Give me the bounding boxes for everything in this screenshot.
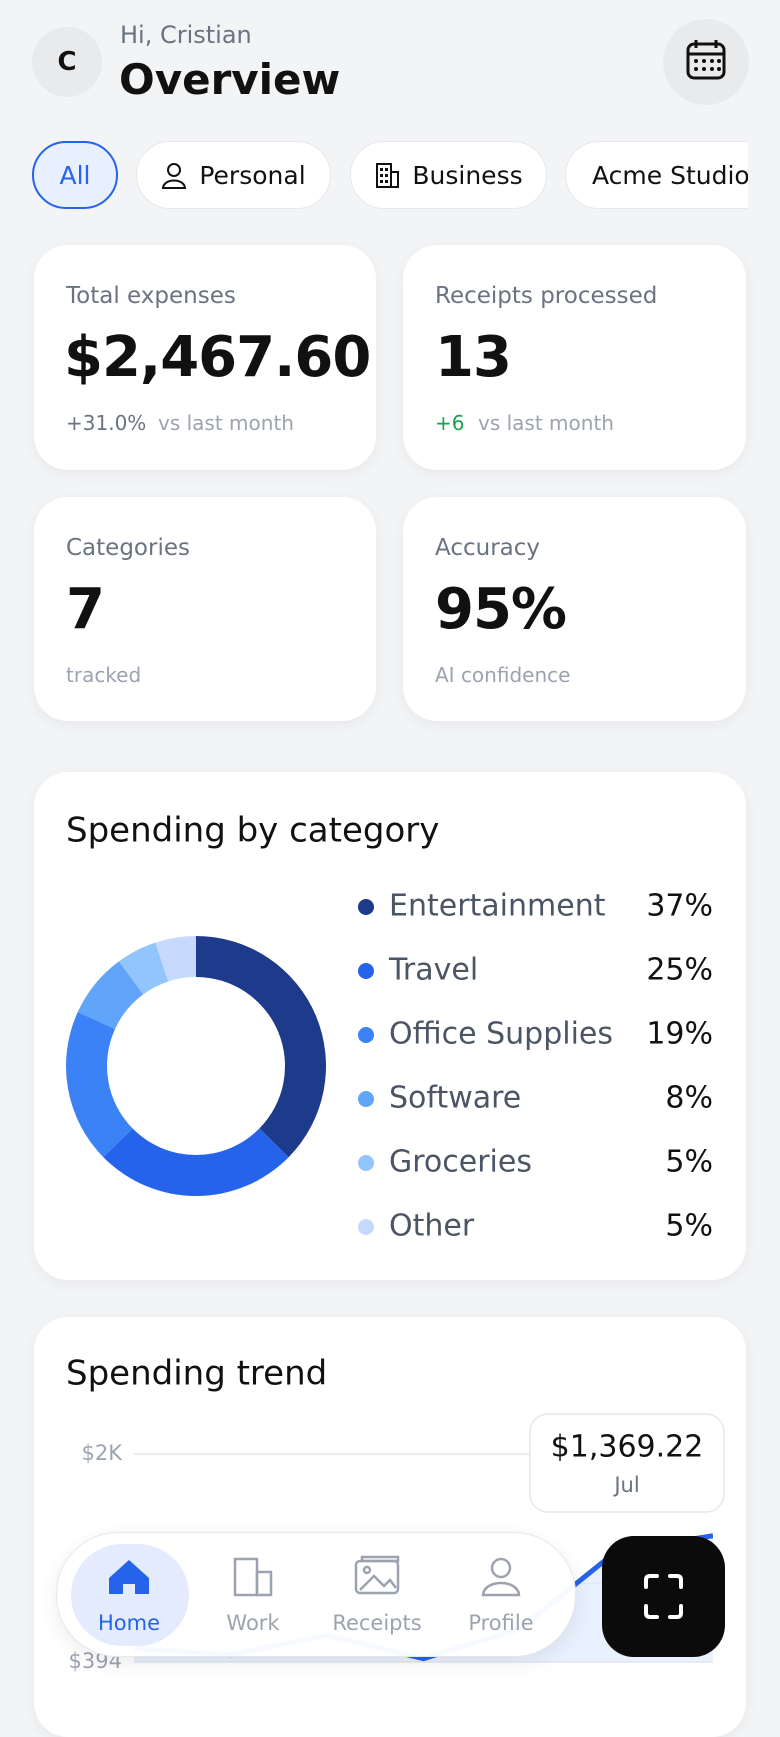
- tooltip-box: [529, 1413, 725, 1513]
- stat-note: vs last month: [478, 411, 614, 435]
- stat-label: Receipts processed: [435, 283, 658, 309]
- legend-dot: [358, 963, 374, 979]
- donut-segment: [155, 936, 196, 982]
- stat-card: Total expenses $2,467.60 +31.0% vs last …: [34, 245, 376, 470]
- page: C Hi, Cristian Overview All Personal Bus…: [32, 19, 750, 1737]
- stat-note: vs last month: [158, 411, 294, 435]
- stat-note: tracked: [66, 663, 142, 687]
- donut-segment: [103, 1128, 289, 1196]
- legend-dot: [358, 899, 374, 915]
- profile-icon: [481, 1557, 521, 1597]
- chart-title: Spending by category: [66, 811, 439, 851]
- legend-label: Office Supplies: [389, 1017, 613, 1052]
- line-area: [134, 1535, 713, 1662]
- nav-home[interactable]: Home: [98, 1560, 160, 1635]
- tooltip-value: $1,369.22: [551, 1430, 704, 1465]
- stat-value: $2,467.60: [64, 325, 371, 390]
- filter-chip[interactable]: Acme Studio: [565, 141, 750, 209]
- legend-value: 5%: [665, 1209, 713, 1244]
- trend-card: [34, 1317, 746, 1737]
- filter-label: Business: [412, 160, 523, 190]
- calendar-button[interactable]: [663, 19, 749, 105]
- legend-label: Other: [389, 1209, 475, 1244]
- scan-bg: [602, 1536, 725, 1657]
- stat-label: Accuracy: [435, 535, 541, 561]
- stat-value: 95%: [435, 577, 567, 642]
- legend-value: 37%: [646, 889, 713, 924]
- nav-items: Home Work Receipts Profile: [98, 1536, 725, 1657]
- stat-label: Categories: [66, 535, 190, 561]
- donut-segment: [65, 1011, 133, 1158]
- legend-value: 5%: [665, 1145, 713, 1180]
- nav-profile[interactable]: Profile: [468, 1557, 534, 1635]
- legend-value: 19%: [646, 1017, 713, 1052]
- nav-label: Home: [98, 1611, 160, 1635]
- legend-value: 8%: [665, 1081, 713, 1116]
- stat-note: AI confidence: [435, 663, 571, 687]
- avatar[interactable]: C: [32, 27, 102, 97]
- filter-chip[interactable]: Business: [350, 141, 547, 209]
- greeting: Hi, Cristian: [120, 21, 252, 49]
- legend-dot: [358, 1027, 374, 1043]
- donut-segment: [196, 936, 327, 1158]
- donut-card: [34, 772, 746, 1280]
- work-icon: [233, 1557, 273, 1597]
- donut-segment: [77, 961, 144, 1030]
- nav-label: Receipts: [332, 1611, 421, 1635]
- filter-chip[interactable]: All: [32, 141, 118, 209]
- tooltip-label: Jul: [612, 1473, 639, 1497]
- page-title: Overview: [119, 55, 341, 104]
- stat-value: 7: [66, 577, 105, 642]
- legend-dot: [358, 1155, 374, 1171]
- y-tick-label: $2K: [82, 1441, 124, 1465]
- nav-label: Profile: [468, 1611, 533, 1635]
- legend-label: Software: [389, 1081, 521, 1116]
- legend-dot: [358, 1091, 374, 1107]
- legend-label: Groceries: [389, 1145, 532, 1180]
- scan-icon: [644, 1574, 683, 1619]
- stat-card: Accuracy 95% AI confidence: [403, 497, 746, 721]
- filter-label: All: [59, 160, 91, 190]
- home-icon: [109, 1560, 149, 1594]
- legend-label: Entertainment: [389, 889, 606, 924]
- receipts-icon: [354, 1555, 400, 1595]
- stat-card: Receipts processed 13 +6 vs last month: [403, 245, 746, 470]
- filter-label: Personal: [199, 160, 306, 190]
- chart-title: Spending trend: [66, 1354, 327, 1394]
- building-icon: [376, 163, 400, 188]
- legend-label: Travel: [388, 953, 478, 988]
- calendar-icon: [686, 40, 726, 80]
- stat-change: +6: [435, 411, 465, 435]
- nav-work[interactable]: Work: [226, 1557, 280, 1635]
- charts: Spending by category Spending trend Ente…: [65, 811, 725, 1673]
- legend-dot: [358, 1219, 374, 1235]
- filter-chip[interactable]: Personal: [136, 141, 331, 209]
- stat-value: 13: [435, 325, 512, 390]
- person-icon: [162, 163, 187, 189]
- stat-change: +31.0%: [66, 411, 147, 435]
- nav-label: Work: [226, 1611, 280, 1635]
- nav-receipts[interactable]: Receipts: [332, 1555, 422, 1635]
- donut-segment: [118, 942, 169, 995]
- stat-card: Categories 7 tracked: [34, 497, 376, 721]
- legend-value: 25%: [646, 953, 713, 988]
- stat-label: Total expenses: [66, 283, 236, 309]
- scan-button[interactable]: [602, 1536, 725, 1657]
- filter-label: Acme Studio: [592, 160, 750, 190]
